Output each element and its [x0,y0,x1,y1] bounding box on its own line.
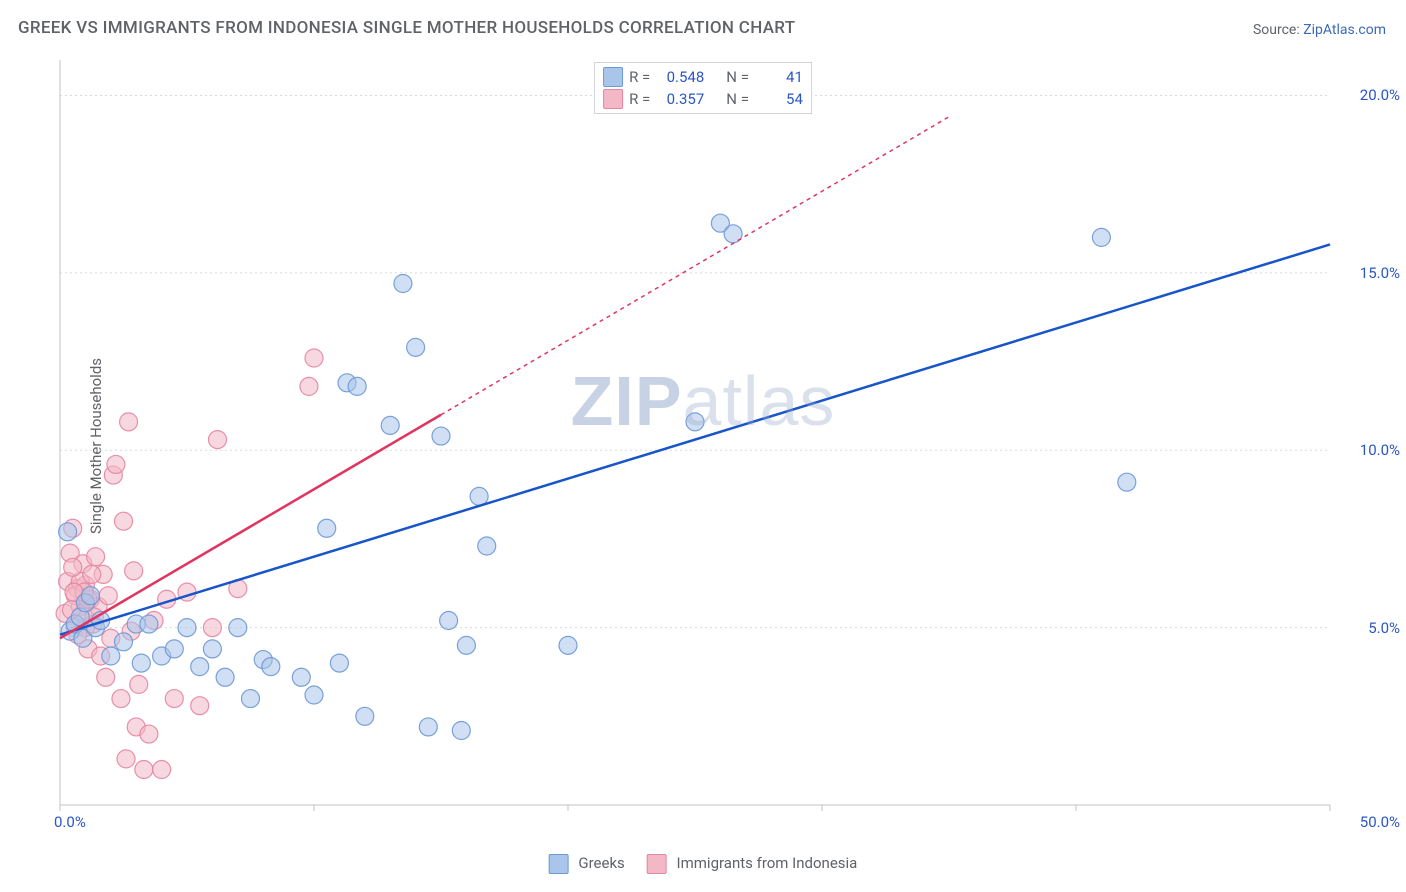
legend-item-indonesia: Immigrants from Indonesia [647,854,858,874]
n-label: N = [726,66,749,88]
y-tick-label: 15.0% [1360,264,1400,282]
y-tick-label: 5.0% [1368,619,1400,637]
swatch-greeks-icon [549,854,569,874]
r-value-greeks: 0.548 [658,66,704,88]
x-tick-min: 0.0% [54,813,86,831]
series-legend: Greeks Immigrants from Indonesia [549,854,858,874]
y-tick-label: 20.0% [1360,86,1400,104]
n-value-indonesia: 54 [757,88,803,110]
legend-label-indonesia: Immigrants from Indonesia [677,854,858,872]
source-link[interactable]: ZipAtlas.com [1303,22,1386,38]
r-value-indonesia: 0.357 [658,88,704,110]
n-value-greeks: 41 [757,66,803,88]
legend-label-greeks: Greeks [578,854,624,872]
legend-row-greeks: R = 0.548 N = 41 [603,66,803,88]
swatch-indonesia-icon [647,854,667,874]
legend-row-indonesia: R = 0.357 N = 54 [603,88,803,110]
source-label: Source: [1253,22,1303,38]
y-tick-label: 10.0% [1360,441,1400,459]
correlation-legend: R = 0.548 N = 41 R = 0.357 N = 54 [594,62,812,114]
x-tick-max: 50.0% [1360,813,1400,831]
chart-title: GREEK VS IMMIGRANTS FROM INDONESIA SINGL… [18,18,795,38]
swatch-greeks [603,67,623,87]
r-label: R = [629,88,650,110]
chart-svg [55,55,1385,835]
n-label: N = [726,88,749,110]
plot-area [55,55,1385,835]
legend-item-greeks: Greeks [549,854,625,874]
swatch-indonesia [603,89,623,109]
source-attribution: Source: ZipAtlas.com [1253,22,1386,38]
r-label: R = [629,66,650,88]
